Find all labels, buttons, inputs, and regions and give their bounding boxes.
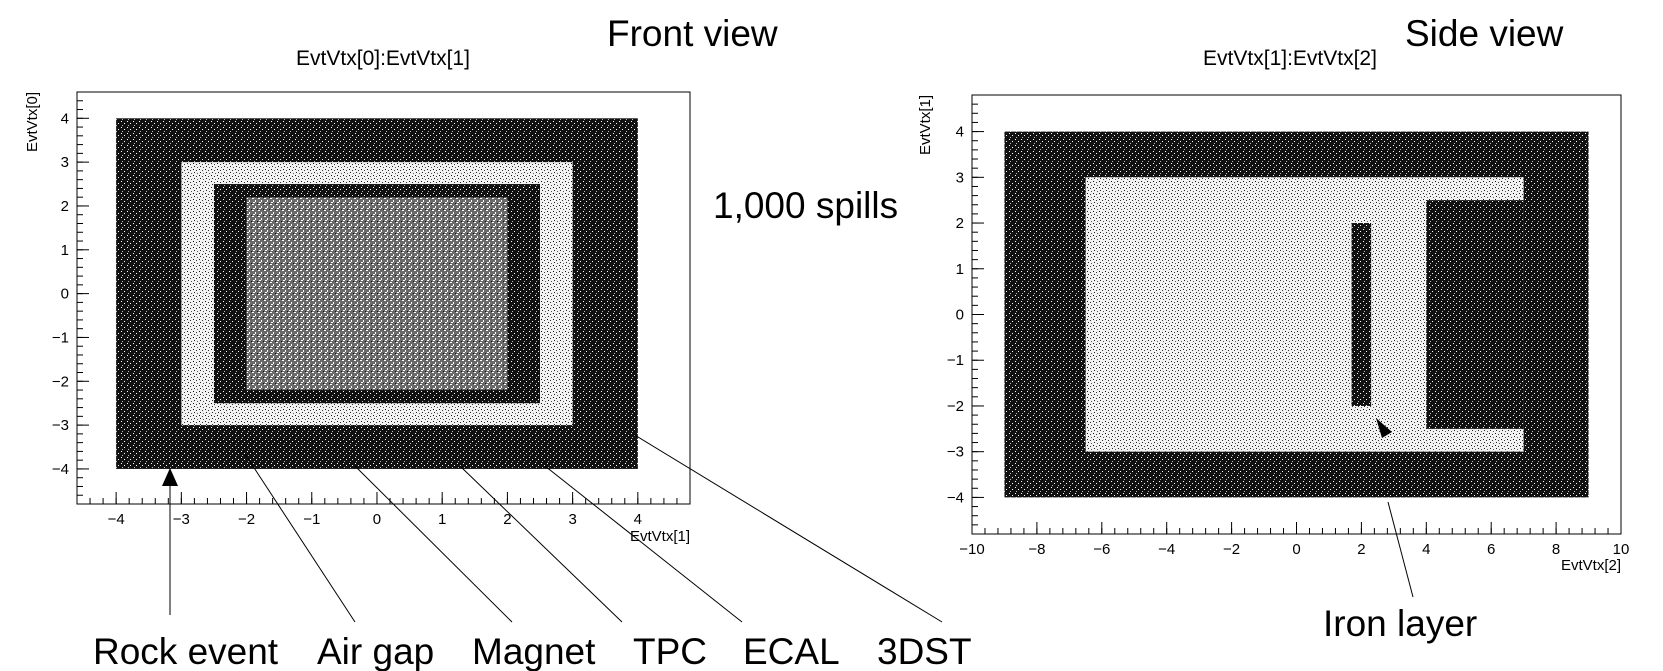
- component-labels: Rock event Air gap Magnet TPC ECAL 3DST: [93, 631, 972, 671]
- annotation-arrows: [162, 418, 1392, 486]
- y-tick-label: 3: [956, 169, 964, 186]
- y-tick-label: −3: [947, 444, 964, 461]
- leader-lines: [169, 433, 1414, 623]
- leader-line-iron-layer: [1387, 501, 1414, 598]
- front-view-chart: EvtVtx[0]:EvtVtx[1] −4 −3 −2 −1 0 1 2 3 4−4−3−2−…: [24, 47, 691, 545]
- component-label-rock-event: Rock event: [93, 631, 279, 671]
- iron-layer-label: Iron layer: [1323, 603, 1477, 644]
- y-tick-label: −2: [947, 398, 964, 415]
- y-tick-label: −4: [52, 461, 69, 478]
- component-label-air-gap: Air gap: [317, 631, 434, 671]
- side-view-x-axis-label: EvtVtx[2]: [1561, 557, 1621, 574]
- leader-line-air-gap: [244, 453, 356, 623]
- y-tick-label: 3: [61, 154, 69, 171]
- component-label-tpc: TPC: [633, 631, 707, 671]
- x-tick-label: −3: [173, 511, 190, 528]
- region-iron-layer: [1351, 223, 1372, 406]
- x-tick-label: −4: [108, 511, 125, 528]
- x-tick-label: −10: [959, 541, 984, 558]
- y-tick-label: 0: [61, 286, 69, 303]
- x-tick-label: 6: [1487, 541, 1495, 558]
- y-tick-label: 2: [61, 198, 69, 215]
- x-tick-label: 10: [1613, 541, 1630, 558]
- x-tick-label: 2: [503, 511, 511, 528]
- x-tick-label: −1: [303, 511, 320, 528]
- x-tick-label: −8: [1028, 541, 1045, 558]
- x-tick-label: 8: [1552, 541, 1560, 558]
- y-tick-label: 4: [956, 124, 964, 141]
- front-view-x-axis-label: EvtVtx[1]: [630, 528, 690, 545]
- y-tick-label: −1: [52, 329, 69, 346]
- side-view-label: Side view: [1405, 13, 1564, 54]
- x-tick-label: 1: [438, 511, 446, 528]
- region-tpc: [246, 197, 508, 391]
- y-tick-label: 2: [956, 215, 964, 232]
- side-view-chart: EvtVtx[1]:EvtVtx[2] −10 −8 −6 −4 −2 0 2 4 6 8 10−4…: [917, 47, 1629, 574]
- x-tick-label: 3: [568, 511, 576, 528]
- x-tick-label: 0: [1292, 541, 1300, 558]
- leader-line-magnet: [354, 465, 513, 623]
- y-tick-label: 4: [61, 110, 69, 127]
- component-label-ecal: ECAL: [743, 631, 840, 671]
- front-view-axes: −4 −3 −2 −1 0 1 2 3 4 −4 −3 −2 −1 0 1 2 3 4: [52, 91, 691, 528]
- front-view-label: Front view: [607, 13, 778, 54]
- y-tick-label: 1: [956, 261, 964, 278]
- x-tick-label: 0: [373, 511, 381, 528]
- x-tick-label: 4: [1422, 541, 1430, 558]
- leader-line-ecal: [544, 465, 743, 623]
- component-label-3dst: 3DST: [877, 631, 972, 671]
- x-tick-label: 4: [634, 511, 642, 528]
- front-view-regions: [116, 118, 638, 469]
- x-tick-label: 2: [1357, 541, 1365, 558]
- x-tick-label: −4: [1158, 541, 1175, 558]
- y-tick-label: 0: [956, 307, 964, 324]
- spills-label: 1,000 spills: [713, 185, 898, 226]
- arrow-rock-event: [162, 468, 178, 486]
- y-tick-label: −4: [947, 489, 964, 506]
- side-view-regions: [1004, 131, 1589, 498]
- y-tick-label: 1: [61, 242, 69, 259]
- y-tick-label: −1: [947, 352, 964, 369]
- y-tick-label: −3: [52, 417, 69, 434]
- front-view-title: EvtVtx[0]:EvtVtx[1]: [296, 47, 470, 70]
- arrow-iron-layer: [1376, 418, 1392, 438]
- component-label-magnet: Magnet: [472, 631, 596, 671]
- leader-line-tpc: [459, 465, 623, 623]
- x-tick-label: −2: [238, 511, 255, 528]
- leader-line-3dst: [632, 433, 943, 623]
- y-tick-label: −2: [52, 373, 69, 390]
- front-view-y-axis-label: EvtVtx[0]: [24, 92, 41, 152]
- region-ecal: [1426, 200, 1524, 429]
- side-view-title: EvtVtx[1]:EvtVtx[2]: [1203, 47, 1377, 70]
- side-view-y-axis-label: EvtVtx[1]: [917, 95, 934, 155]
- x-tick-label: −6: [1093, 541, 1110, 558]
- x-tick-label: −2: [1223, 541, 1240, 558]
